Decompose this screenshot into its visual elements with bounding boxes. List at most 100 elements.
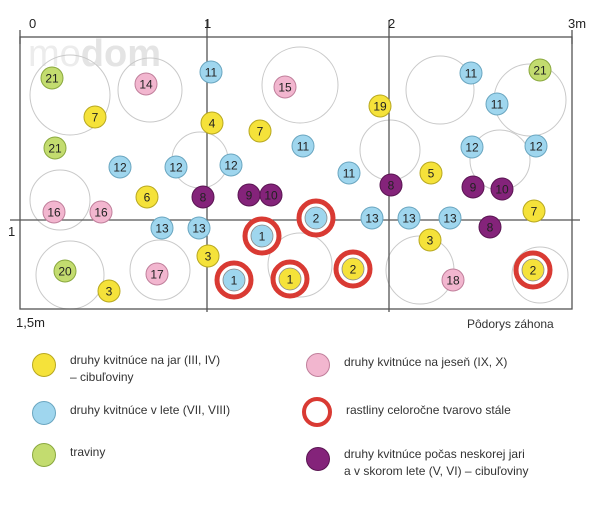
plant-circle (259, 183, 283, 207)
plant-circle (291, 134, 315, 158)
plant-marker-evergreen: 1 (242, 216, 282, 256)
legend-item-spring: druhy kvitnúce na jar (III, IV) – cibuľo… (32, 352, 220, 386)
late-spring-swatch-icon (306, 447, 330, 471)
plant-marker-summer: 12 (219, 153, 243, 177)
plant-number: 12 (529, 140, 543, 154)
plant-number: 21 (48, 142, 62, 156)
plant-circle (187, 216, 211, 240)
plant-number: 8 (487, 221, 494, 235)
plant-marker-autumn: 16 (89, 200, 113, 224)
plant-circle (397, 206, 421, 230)
plant-circle (134, 72, 158, 96)
axis-label-x-0: 0 (29, 16, 36, 31)
plant-marker-evergreen: 2 (296, 198, 336, 238)
plant-number: 13 (155, 222, 169, 236)
plant-number: 11 (343, 167, 356, 181)
legend-item-summer: druhy kvitnúce v lete (VII, VIII) (32, 400, 230, 425)
plant-circle (219, 153, 243, 177)
plant-circle (199, 60, 223, 84)
summer-swatch-icon (32, 401, 56, 425)
plant-number: 10 (264, 189, 278, 203)
axis-label-x-3m: 3m (568, 16, 586, 31)
plant-marker-evergreen: 1 (214, 260, 254, 300)
plant-marker-late-spring: 9 (461, 175, 485, 199)
plant-circle (200, 111, 224, 135)
plant-marker-evergreen: 2 (333, 249, 373, 289)
plant-circle (145, 262, 169, 286)
plant-marker-evergreen: 1 (270, 259, 310, 299)
plant-marker-summer: 11 (337, 161, 361, 185)
legend-item-late-spring: druhy kvitnúce počas neskorej jari a v s… (306, 446, 528, 480)
plant-marker-grass: 21 (528, 58, 552, 82)
plant-circle (368, 94, 392, 118)
plant-marker-spring: 4 (200, 111, 224, 135)
plant-circle (379, 173, 403, 197)
plant-circle (40, 66, 64, 90)
axis-label-x-1: 1 (204, 16, 211, 31)
plant-circle (490, 177, 514, 201)
plant-marker-autumn: 17 (145, 262, 169, 286)
plant-number: 11 (297, 140, 310, 154)
plant-marker-summer: 11 (291, 134, 315, 158)
plant-circle (150, 216, 174, 240)
plant-number: 16 (47, 206, 61, 220)
plant-number: 11 (205, 66, 218, 80)
plant-marker-late-spring: 9 (237, 183, 261, 207)
plant-marker-spring: 19 (368, 94, 392, 118)
plant-number: 7 (531, 205, 538, 219)
plant-marker-grass: 21 (43, 136, 67, 160)
plant-circle (97, 279, 121, 303)
plant-circle (191, 185, 215, 209)
plant-marker-summer: 13 (187, 216, 211, 240)
plant-circle (528, 58, 552, 82)
plant-number: 17 (150, 268, 164, 282)
plant-number: 9 (470, 181, 477, 195)
watermark-part-bold: dom (81, 33, 161, 75)
evergreen-ring-icon (302, 397, 332, 427)
plant-circle (522, 199, 546, 223)
plant-number: 13 (192, 222, 206, 236)
plant-marker-evergreen: 2 (513, 250, 553, 290)
legend-text-late-spring: druhy kvitnúce počas neskorej jari a v s… (344, 447, 529, 478)
grass-swatch-icon (32, 443, 56, 467)
plant-number: 6 (144, 191, 151, 205)
legend-item-autumn: druhy kvitnúce na jeseň (IX, X) (306, 352, 507, 377)
plant-circle (460, 135, 484, 159)
plant-circle (304, 206, 328, 230)
plant-marker-summer: 11 (199, 60, 223, 84)
legend-item-grass: traviny (32, 442, 105, 467)
plant-circle (478, 215, 502, 239)
plant-marker-summer: 12 (108, 155, 132, 179)
plant-circle (250, 224, 274, 248)
plant-number: 3 (205, 250, 212, 264)
plant-circle (42, 200, 66, 224)
plant-number: 18 (446, 274, 460, 288)
plant-marker-grass: 20 (53, 259, 77, 283)
plant-number: 12 (169, 161, 183, 175)
plant-marker-spring: 3 (97, 279, 121, 303)
plant-circle (337, 161, 361, 185)
plant-marker-summer: 13 (360, 206, 384, 230)
plant-number: 3 (427, 234, 434, 248)
plant-circle (222, 268, 246, 292)
plant-circle (43, 136, 67, 160)
plant-marker-summer: 11 (459, 61, 483, 85)
garden-bed-plan: modom 0 1 2 3m 1 1,5m Pôdorys záhona 21 1… (8, 16, 586, 331)
plan-caption: Pôdorys záhona (467, 317, 554, 331)
plant-number: 19 (373, 100, 387, 114)
plant-number: 8 (388, 179, 395, 193)
plant-marker-summer: 12 (164, 155, 188, 179)
plant-number: 7 (257, 125, 264, 139)
plant-number: 21 (533, 64, 547, 78)
plant-marker-spring: 3 (418, 228, 442, 252)
watermark-logo: modom (28, 33, 161, 75)
plant-marker-spring: 5 (419, 161, 443, 185)
plant-number: 9 (246, 189, 253, 203)
plant-circle (196, 244, 220, 268)
plant-circle (521, 258, 545, 282)
plant-number: 1 (287, 273, 294, 287)
plant-circle (419, 161, 443, 185)
plant-circle (89, 200, 113, 224)
axis-label-x-2: 2 (388, 16, 395, 31)
plant-marker-late-spring: 10 (490, 177, 514, 201)
